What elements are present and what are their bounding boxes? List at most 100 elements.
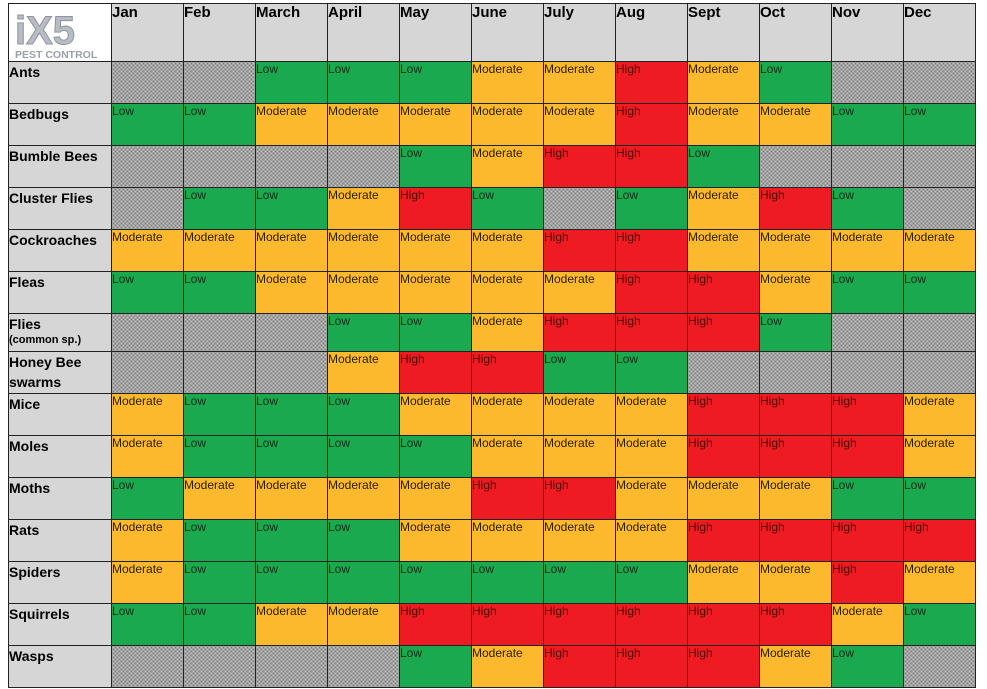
risk-level-cell: Low [399,145,472,188]
risk-level-cell: Moderate [327,103,400,146]
risk-level-cell: Moderate [183,477,256,520]
inactive-cell [111,351,184,394]
month-header-may: May [399,3,472,62]
risk-level-cell: Low [831,645,904,688]
risk-level-cell: Low [471,187,544,230]
risk-level-cell: Low [399,435,472,478]
risk-level-cell: Moderate [399,519,472,562]
risk-level-cell: High [687,645,760,688]
pest-name: Squirrels [9,606,70,622]
risk-level-cell: Low [183,187,256,230]
pest-name: Honey Bee swarms [9,354,82,390]
risk-level-cell: Low [183,519,256,562]
inactive-cell [903,313,976,352]
risk-level-cell: Moderate [759,645,832,688]
risk-level-cell: High [615,313,688,352]
risk-level-cell: High [687,519,760,562]
risk-level-cell: Moderate [471,435,544,478]
table-row: Wasps Low Moderate High High High Moderate Low [8,645,976,688]
month-header-april: April [327,3,400,62]
risk-level-cell: Low [831,271,904,314]
risk-level-cell: Moderate [255,271,328,314]
risk-level-cell: Moderate [111,561,184,604]
table-row: Cluster Flies Low Low Moderate High Low Low Mod… [8,187,976,230]
inactive-cell [903,351,976,394]
risk-level-cell: Moderate [615,519,688,562]
table-row: Honey Bee swarms Moderate High High Low Low [8,351,976,394]
risk-level-cell: Moderate [327,271,400,314]
risk-level-cell: Low [759,61,832,104]
risk-level-cell: Moderate [543,103,616,146]
risk-level-cell: Low [615,351,688,394]
pest-name: Cockroaches [9,232,97,248]
inactive-cell [903,187,976,230]
risk-level-cell: Moderate [327,187,400,230]
inactive-cell [543,187,616,230]
risk-level-cell: Low [327,61,400,104]
pest-name: Flies [9,316,41,332]
risk-level-cell: High [543,603,616,646]
risk-level-cell: Low [255,187,328,230]
inactive-cell [327,645,400,688]
risk-level-cell: Moderate [543,61,616,104]
month-header-oct: Oct [759,3,832,62]
table-row: Bedbugs Low Low Moderate Moderate Moderate Mod… [8,103,976,146]
risk-level-cell: Low [903,603,976,646]
pest-name-cell: Ants [8,61,112,104]
risk-level-cell: Moderate [903,435,976,478]
ix5-logo: iX5 PEST CONTROL [13,6,103,61]
pest-name-cell: Flies (common sp.) [8,313,112,352]
inactive-cell [327,145,400,188]
risk-level-cell: High [687,435,760,478]
pest-name-cell: Fleas [8,271,112,314]
table-row: Squirrels Low Low Moderate Moderate High High H… [8,603,976,646]
risk-level-cell: Moderate [543,393,616,436]
inactive-cell [111,187,184,230]
risk-level-cell: Moderate [759,271,832,314]
risk-level-cell: Moderate [615,477,688,520]
pest-name: Bedbugs [9,106,69,122]
pest-name-cell: Honey Bee swarms [8,351,112,394]
risk-level-cell: Low [903,103,976,146]
risk-level-cell: High [543,229,616,272]
risk-level-cell: Low [183,561,256,604]
risk-level-cell: Low [327,313,400,352]
risk-level-cell: High [615,103,688,146]
risk-level-cell: High [543,477,616,520]
risk-level-cell: Moderate [255,103,328,146]
risk-level-cell: High [831,519,904,562]
inactive-cell [111,145,184,188]
risk-level-cell: Low [903,477,976,520]
risk-level-cell: Moderate [903,561,976,604]
inactive-cell [255,645,328,688]
risk-level-cell: Low [831,477,904,520]
inactive-cell [255,351,328,394]
pest-name: Mice [9,396,41,412]
risk-level-cell: High [471,603,544,646]
risk-level-cell: High [831,393,904,436]
month-header-march: March [255,3,328,62]
table-row: Flies (common sp.) Low Low Moderate High High H… [8,313,976,352]
risk-level-cell: High [615,61,688,104]
risk-level-cell: Moderate [903,229,976,272]
inactive-cell [111,313,184,352]
risk-level-cell: Moderate [471,519,544,562]
month-header-june: June [471,3,544,62]
risk-level-cell: High [615,645,688,688]
table-row: Moles Moderate Low Low Low Low Moderate Moderat… [8,435,976,478]
risk-level-cell: Moderate [399,229,472,272]
risk-level-cell: Moderate [759,103,832,146]
risk-level-cell: Low [327,393,400,436]
inactive-cell [255,313,328,352]
risk-level-cell: High [399,187,472,230]
risk-level-cell: Low [615,561,688,604]
risk-level-cell: Moderate [471,103,544,146]
inactive-cell [111,61,184,104]
risk-level-cell: Moderate [327,603,400,646]
pest-name-cell: Spiders [8,561,112,604]
risk-level-cell: Low [687,145,760,188]
risk-level-cell: Low [615,187,688,230]
risk-level-cell: Low [255,61,328,104]
pest-name: Spiders [9,564,61,580]
inactive-cell [183,313,256,352]
